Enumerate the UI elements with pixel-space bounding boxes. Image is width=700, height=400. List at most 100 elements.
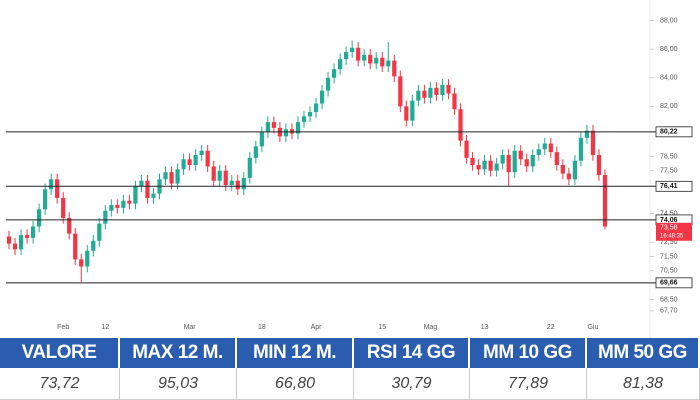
candle-body (548, 143, 553, 153)
candle-body (181, 159, 186, 170)
level-label: 80,22 (660, 129, 678, 136)
candle-body (313, 103, 319, 113)
candle-body (476, 165, 481, 170)
candle-body (259, 132, 264, 147)
x-tick-label: 22 (547, 324, 555, 331)
candle-body (554, 152, 559, 165)
y-tick-label: 78,50 (660, 153, 678, 160)
y-tick-label: 86,00 (660, 46, 678, 53)
candle-body (536, 149, 541, 155)
candle-body (18, 235, 24, 250)
y-tick-label: 71,50 (660, 253, 678, 260)
candle-body (440, 84, 445, 95)
table-value-cell: 81,38 (587, 368, 700, 400)
candle-body (428, 87, 433, 98)
candle-body (37, 209, 42, 227)
candle-body (151, 193, 156, 198)
candle-body (422, 90, 427, 98)
candle-body (596, 154, 602, 176)
candle-body (374, 57, 379, 64)
candle-body (350, 47, 355, 53)
candle-body (30, 226, 36, 238)
candle-body (434, 87, 439, 95)
y-tick-label: 88,00 (660, 17, 678, 24)
candle-body (253, 146, 258, 158)
candle-body (566, 173, 571, 180)
x-tick-label: 15 (378, 324, 386, 331)
candle-body (518, 150, 523, 160)
candle-body (229, 180, 234, 186)
candle-body (187, 159, 192, 165)
y-tick-label: 67,70 (660, 308, 678, 315)
candle-body (578, 137, 584, 161)
candle-body (494, 163, 499, 171)
x-tick-label: 13 (481, 324, 489, 331)
candle-body (55, 179, 60, 198)
candle-body (410, 100, 415, 121)
candle-body (470, 157, 475, 165)
level-label-box (655, 180, 693, 192)
candle-body (67, 217, 72, 234)
level-label-box (655, 126, 693, 138)
x-tick-label: 12 (101, 324, 109, 331)
candle-body (530, 154, 535, 167)
candle-body (265, 122, 270, 133)
candle-body (488, 160, 493, 171)
candle-body (500, 154, 505, 164)
table-header-cell: MM 10 GG (470, 338, 587, 368)
candle-body (223, 170, 228, 186)
candle-body (404, 106, 409, 121)
candle-body (506, 154, 511, 173)
candle-body (295, 122, 301, 134)
candle-body (91, 240, 96, 251)
table-value-cell: 73,72 (0, 368, 120, 400)
y-tick-label: 68,50 (660, 296, 678, 303)
x-tick-label: Feb (57, 324, 69, 331)
table-header-cell: VALORE (0, 338, 120, 368)
candle-body (43, 189, 48, 210)
table-value-cell: 95,03 (120, 368, 237, 400)
level-label: 69,66 (660, 280, 678, 287)
candle-body (97, 223, 102, 241)
table-header-cell: MIN 12 M. (237, 338, 354, 368)
y-tick-label: 70,50 (660, 268, 678, 275)
table-value-cell: 66,80 (237, 368, 354, 400)
table-value-cell: 30,79 (354, 368, 470, 400)
candle-body (356, 47, 361, 61)
candle-body (271, 122, 276, 128)
level-label-box (655, 277, 693, 289)
candle-body (24, 235, 30, 238)
candle-body (602, 175, 608, 227)
candle-body (368, 54, 373, 64)
last-price-label: 73,58 (660, 225, 678, 232)
candle-body (115, 205, 120, 208)
x-tick-label: Giu (587, 324, 598, 331)
candle-body (584, 130, 590, 138)
candle-body (163, 172, 168, 180)
candle-body (127, 200, 132, 204)
candle-body (205, 150, 210, 167)
level-label: 74,06 (660, 217, 678, 224)
candle-body (211, 166, 216, 181)
candle-body (12, 243, 18, 250)
candle-body (398, 76, 403, 107)
candle-body (49, 179, 54, 190)
table-header-cell: MM 50 GG (587, 338, 700, 368)
candle-body (85, 250, 90, 267)
x-tick-label: Apr (311, 324, 323, 331)
candle-body (193, 154, 198, 165)
candle-body (133, 186, 138, 204)
last-price-time: 16:48:35 (660, 233, 684, 239)
candle-body (301, 116, 307, 123)
candle-body (512, 150, 517, 173)
candle-body (325, 77, 331, 91)
candle-body (6, 236, 12, 244)
candle-body (109, 205, 114, 211)
candle-body (175, 169, 180, 184)
candle-body (386, 60, 391, 67)
x-tick-label: Mag (424, 324, 438, 331)
candle-body (103, 210, 108, 224)
y-tick-label: 77,50 (660, 168, 678, 175)
candle-body (307, 112, 313, 117)
